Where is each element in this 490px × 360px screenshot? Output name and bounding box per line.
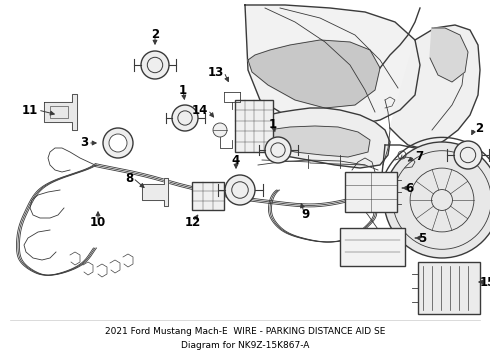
Polygon shape (248, 40, 380, 108)
Text: 6: 6 (405, 181, 413, 194)
Circle shape (141, 51, 169, 79)
Bar (345, 172, 397, 212)
Bar (340, 228, 405, 266)
Text: 2: 2 (475, 122, 483, 135)
Circle shape (225, 175, 255, 205)
Circle shape (213, 123, 227, 137)
Text: 5: 5 (418, 231, 426, 244)
Polygon shape (142, 178, 168, 206)
Text: 2: 2 (151, 28, 159, 41)
Circle shape (109, 134, 127, 152)
Polygon shape (245, 5, 420, 125)
Text: 9: 9 (301, 208, 309, 221)
Text: 13: 13 (208, 66, 224, 78)
Bar (418, 262, 480, 314)
Polygon shape (44, 94, 77, 130)
Text: 8: 8 (125, 171, 133, 184)
Text: 1: 1 (179, 84, 187, 96)
Circle shape (454, 141, 482, 169)
Text: 15: 15 (480, 275, 490, 288)
Circle shape (265, 137, 291, 163)
Polygon shape (245, 108, 390, 168)
Polygon shape (430, 28, 468, 82)
Polygon shape (390, 25, 480, 148)
Circle shape (172, 105, 198, 131)
Text: 11: 11 (22, 104, 38, 117)
Circle shape (103, 128, 133, 158)
Text: 3: 3 (80, 136, 88, 149)
Text: 2021 Ford Mustang Mach-E  WIRE - PARKING DISTANCE AID SE: 2021 Ford Mustang Mach-E WIRE - PARKING … (105, 328, 385, 337)
Text: 12: 12 (185, 216, 201, 229)
Text: 14: 14 (192, 104, 208, 117)
Bar (50, 106, 68, 118)
Polygon shape (258, 126, 370, 157)
Text: 7: 7 (415, 150, 423, 163)
Text: 1: 1 (269, 118, 277, 131)
Circle shape (384, 142, 490, 258)
Text: Diagram for NK9Z-15K867-A: Diagram for NK9Z-15K867-A (181, 341, 309, 350)
Bar (235, 100, 273, 152)
Text: 4: 4 (232, 153, 240, 166)
Text: 10: 10 (90, 216, 106, 229)
Bar (192, 182, 224, 210)
